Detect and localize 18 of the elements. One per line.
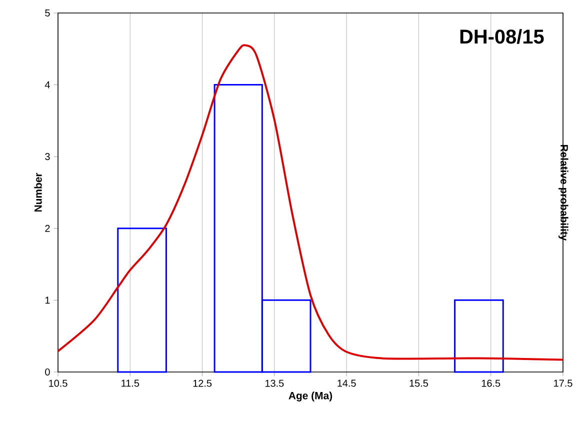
x-tick-label: 15.5	[410, 380, 428, 387]
x-tick-label: 16.5	[482, 380, 500, 387]
x-tick-label: 13.5	[266, 380, 284, 387]
y2-axis-title: Relative probability	[558, 144, 568, 241]
x-axis-title: Age (Ma)	[288, 392, 332, 402]
x-tick-label: 14.5	[338, 380, 356, 387]
x-tick-label: 11.5	[122, 380, 140, 387]
y-tick-label: 3	[45, 153, 50, 160]
text: DH-08/15	[460, 29, 544, 44]
y-tick-label: 2	[45, 224, 50, 232]
y-tick-label: 1	[45, 296, 50, 304]
x-tick-label: 12.5	[193, 380, 212, 387]
y-tick-label: 0	[45, 368, 50, 376]
y-axis-title: Number	[34, 172, 42, 212]
x-tick-label: 17.5	[554, 380, 572, 387]
x-tick-label: 10.5	[49, 380, 68, 387]
y-tick-label: 5	[45, 10, 50, 16]
y-tick-label: 4	[44, 81, 50, 88]
